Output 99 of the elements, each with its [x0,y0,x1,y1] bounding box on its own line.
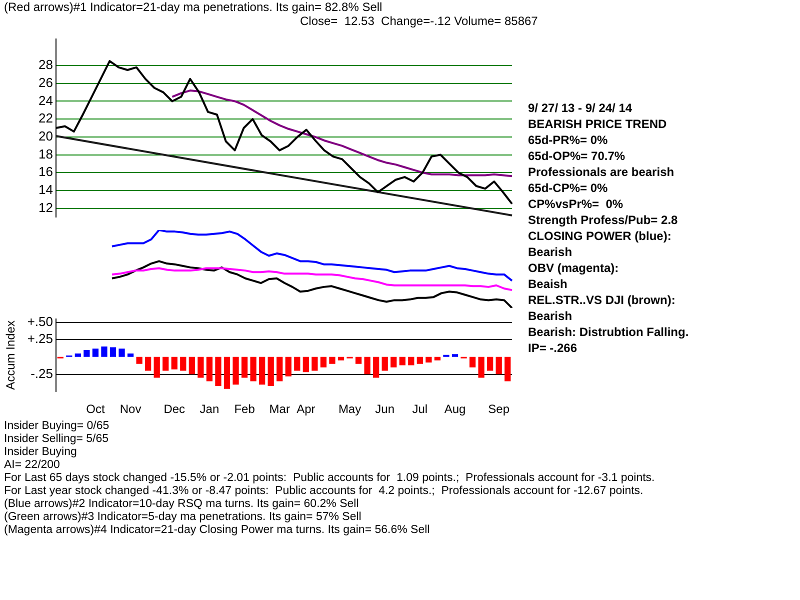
bar [496,356,502,374]
bar [92,348,99,357]
bar [302,356,309,372]
bar [110,347,116,357]
text: 65d-PR%= 0% [528,133,608,147]
y-tick-label: -.25 [30,366,53,381]
x-tick-label: Feb [234,402,256,416]
y-tick-label: +.25 [27,331,53,346]
bar [180,356,186,371]
bar [426,356,432,362]
y-axis-title: Accum Index [4,320,18,390]
text: (Magenta arrows)#4 Indicator=21-day Closing Power ma turns. Its gain= 56.6% Sell [4,524,430,536]
text: Strength Profess/Pub= 2.8 [528,213,678,227]
bar [338,356,344,360]
bar [127,353,134,357]
bar [74,353,81,357]
bar [487,356,494,371]
bar [452,354,458,357]
bar [294,356,300,371]
x-tick-label: Apr [296,402,316,416]
x-tick-label: Jun [375,402,395,416]
bar [312,356,318,371]
bar [154,356,160,378]
bar [188,356,195,374]
bar [320,356,327,368]
text: Bearish [528,245,572,259]
text: Bearish [528,309,572,323]
bar [408,356,414,366]
bar [416,356,423,364]
bar [206,356,213,382]
y-tick-label: 24 [38,92,53,108]
bar [268,356,274,386]
x-tick-label: Dec [164,402,186,416]
bar [118,348,125,357]
x-tick-label: Oct [86,402,106,416]
x-tick-label: May [338,402,362,416]
text: CLOSING POWER (blue): [528,229,672,243]
bar [198,356,204,378]
text: Insider Buying= 0/65 [4,420,110,432]
bar [171,356,178,370]
bar [145,356,152,371]
text: REL.STR..VS DJI (brown): [528,293,676,307]
bar [364,356,370,374]
x-tick-label: Sep [488,402,510,416]
text: For Last year stock changed -41.3% or -8.47 points: Public accounts for 4.2 points.; Professionals account for -12.67 points. [4,485,644,497]
y-tick-label: 28 [38,57,53,72]
bar [285,356,292,376]
bar [504,356,511,382]
y-tick-label: 26 [38,74,53,90]
text: Beaish [528,277,568,291]
text: BEARISH PRICE TREND [528,117,667,131]
bar [215,356,222,386]
y-tick-label: 22 [38,110,53,126]
x-tick-label: Jan [200,402,220,416]
text: 9/ 27/ 13 - 9/ 24/ 14 [528,101,632,115]
chart-subtitle: Close= 12.53 Change=-.12 Volume= 85867 [299,14,539,28]
chart-title: (Red arrows)#1 Indicator=21-day ma penetrations. Its gain= 82.8% Sell [3,0,384,14]
bar [250,356,256,382]
bar [232,356,239,385]
y-tick-label: 18 [38,146,53,162]
bar [84,350,90,357]
bar [224,356,230,389]
text: CP%vsPr%= 0% [528,197,624,211]
bar [162,356,169,371]
bar [241,356,248,378]
text: AI= 22/200 [4,459,60,471]
x-tick-label: Aug [444,402,466,416]
bar [276,356,283,382]
y-tick-label: 20 [38,128,53,144]
bar [390,356,397,368]
text: Bearish: Distrubtion Falling. [528,325,689,339]
bar [329,356,336,364]
y-tick-label: 16 [38,164,53,180]
bar [382,356,388,371]
bar [434,356,441,360]
text: OBV (magenta): [528,261,619,275]
y-tick-label: 12 [38,200,53,215]
bar [355,356,362,364]
x-tick-label: Jul [412,402,428,416]
bar [259,356,266,385]
text: Insider Buying [4,446,77,458]
bar [399,356,406,366]
text: Professionals are bearish [528,165,674,179]
text: 65d-OP%= 70.7% [528,149,626,163]
bar [101,346,108,357]
x-tick-label: Mar [269,402,290,416]
text: Insider Selling= 5/65 [4,433,109,445]
bar [478,356,484,378]
bar [136,356,142,364]
x-tick-label: Nov [120,402,142,416]
text: For Last 65 days stock changed -15.5% or -2.01 points: Public accounts for 1.09 points.; Professionals account for -3.1 points. [4,472,655,484]
y-tick-label: +.50 [27,314,53,329]
y-tick-label: 14 [38,182,53,198]
bar [469,356,476,368]
text: (Green arrows)#3 Indicator=5-day ma penetrations. Its gain= 57% Sell [4,511,362,523]
bar [373,356,380,378]
text: 65d-CP%= 0% [528,181,608,195]
text: (Blue arrows)#2 Indicator=10-day RSQ ma turns. Its gain= 60.2% Sell [4,498,359,510]
text: IP= -.266 [528,341,578,355]
